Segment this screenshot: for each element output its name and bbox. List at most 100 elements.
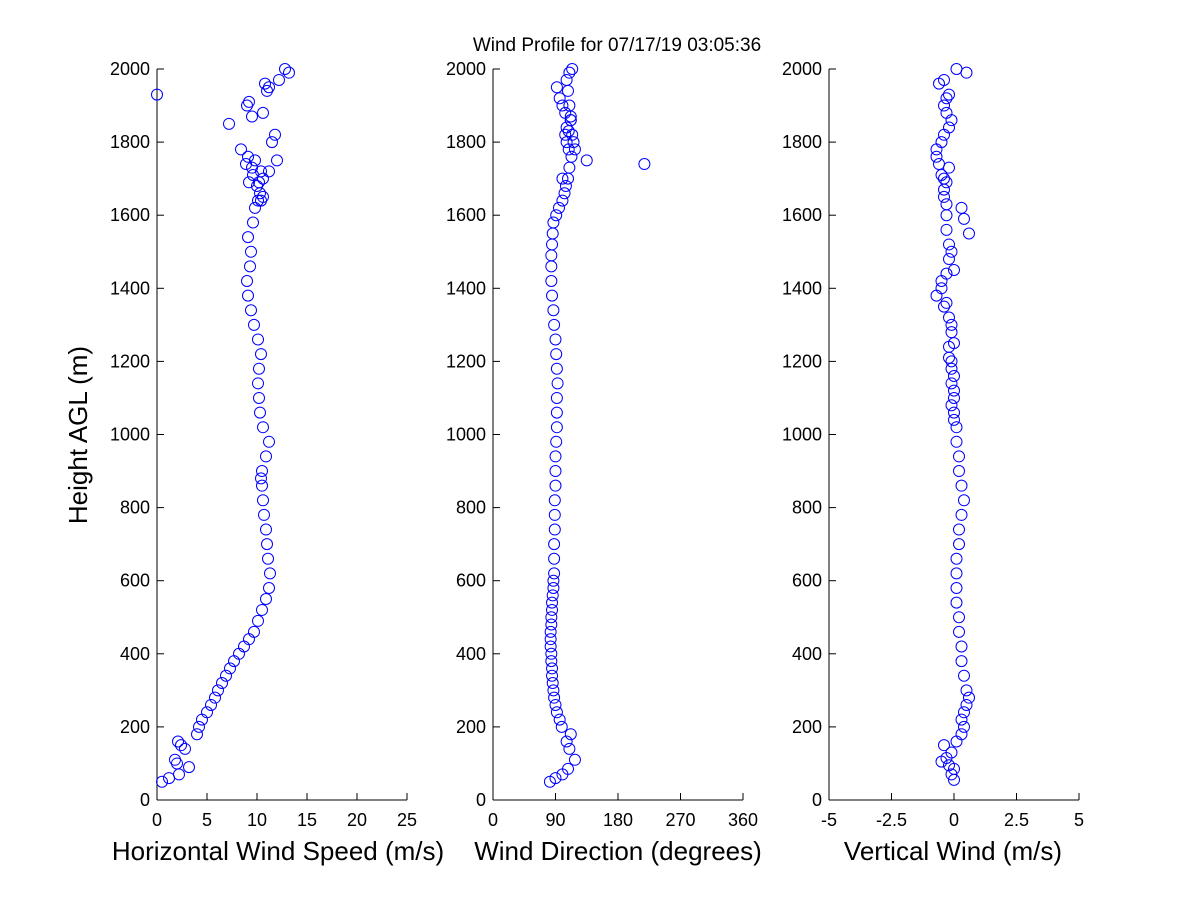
speed-data-point	[264, 567, 276, 580]
vertical-data-point	[948, 264, 960, 277]
vertical-data-point	[940, 223, 953, 236]
speed-data-point	[151, 88, 163, 101]
direction-y-tick-label: 200	[456, 717, 486, 737]
vertical-data-point	[963, 691, 975, 704]
speed-data-point	[245, 245, 257, 258]
direction-data-point	[548, 538, 561, 551]
vertical-data-point	[950, 596, 963, 609]
direction-y-tick-label: 1200	[446, 351, 486, 371]
direction-data-point	[548, 318, 561, 331]
speed-data-point	[263, 81, 275, 94]
direction-data-point	[546, 596, 559, 609]
vertical-data-point	[940, 106, 953, 119]
vertical-data-point	[938, 300, 950, 313]
vertical-data-point	[960, 698, 973, 711]
speed-data-point	[248, 625, 260, 638]
speed-y-tick-label: 1600	[110, 205, 150, 225]
speed-data-point	[193, 720, 205, 733]
vertical-wind-panel: 0 200 400 600 800 1000 1200 1400 1600 1800 2000 -5 -…	[782, 59, 1084, 866]
speed-data-point	[235, 143, 247, 156]
speed-data-point	[256, 465, 268, 478]
direction-data-point	[544, 640, 557, 653]
speed-data-point	[205, 698, 217, 711]
vertical-y-tick-label: 1400	[782, 278, 822, 298]
speed-data-point	[258, 508, 270, 521]
speed-data-point	[209, 691, 221, 704]
speed-data-point	[243, 95, 255, 108]
speed-x-tick-label: 0	[152, 810, 162, 830]
vertical-data-point	[963, 227, 975, 240]
vertical-data-point	[943, 311, 955, 324]
vertical-data-point	[943, 759, 955, 772]
speed-data-point	[262, 552, 274, 565]
vertical-y-tick-label: 0	[812, 790, 822, 810]
direction-data-point	[565, 150, 578, 163]
direction-data-point	[549, 450, 562, 463]
vertical-x-tick-label: 5	[1074, 810, 1084, 830]
vertical-data-point	[953, 450, 965, 463]
speed-data-point	[263, 582, 275, 595]
vertical-data-point	[950, 582, 963, 595]
speed-data-point	[175, 739, 187, 752]
direction-data-point	[552, 201, 565, 214]
vertical-data-point	[940, 296, 953, 309]
wind-direction-panel: 0 200 400 600 800 1000 1200 1400 1600 1800 2000 0 90…	[446, 59, 762, 866]
vertical-data-point	[940, 198, 953, 211]
y-axis-label: Height AGL (m)	[63, 346, 93, 524]
vertical-data-point	[940, 92, 953, 105]
vertical-data-point	[943, 253, 955, 266]
vertical-data-point	[955, 640, 968, 653]
vertical-data-point	[945, 245, 958, 258]
direction-data-point	[567, 136, 580, 149]
vertical-data-point	[955, 201, 968, 214]
speed-y-tick-label: 800	[120, 498, 150, 518]
direction-data-point	[546, 289, 559, 302]
speed-data-point	[247, 168, 259, 181]
direction-data-point	[563, 66, 576, 79]
vertical-y-tick-label: 800	[792, 498, 822, 518]
direction-data-point	[548, 508, 561, 521]
vertical-data-point	[955, 479, 968, 492]
speed-data-point	[183, 761, 195, 774]
direction-data-point	[547, 582, 560, 595]
direction-data-point	[564, 110, 577, 123]
direction-data-point	[544, 633, 557, 646]
speed-y-tick-label: 2000	[110, 59, 150, 79]
speed-data-point	[283, 66, 295, 79]
direction-y-tick-label: 1800	[446, 132, 486, 152]
direction-y-tick-label: 600	[456, 571, 486, 591]
direction-y-tick-label: 1400	[446, 278, 486, 298]
vertical-data-point	[938, 172, 950, 185]
direction-y-tick-label: 0	[476, 790, 486, 810]
speed-data-point	[263, 165, 275, 178]
vertical-data-point	[958, 720, 970, 733]
direction-data-point	[549, 772, 562, 785]
direction-y-tick-label: 1000	[446, 425, 486, 445]
direction-data-point	[550, 81, 563, 94]
vertical-data-point	[943, 238, 955, 251]
speed-data-point	[260, 592, 272, 605]
vertical-data-point	[938, 99, 950, 112]
direction-data-point	[558, 187, 571, 200]
vertical-data-point	[950, 63, 963, 75]
direction-y-tick-label: 1600	[446, 205, 486, 225]
vertical-data-point	[950, 421, 963, 434]
speed-data-point	[269, 128, 281, 141]
speed-data-point	[259, 77, 271, 90]
vertical-data-point	[945, 377, 958, 390]
direction-data-point	[547, 216, 560, 229]
speed-data-point	[179, 742, 191, 755]
speed-data-point	[220, 669, 232, 682]
vertical-x-tick-label: 2.5	[1004, 810, 1029, 830]
vertical-data-point	[948, 413, 960, 426]
direction-data-point	[550, 406, 563, 419]
direction-data-point	[547, 304, 560, 317]
speed-x-tick-label: 20	[347, 810, 367, 830]
speed-data-point	[260, 450, 272, 463]
direction-data-point	[566, 63, 579, 75]
direction-data-point	[555, 720, 568, 733]
speed-data-point	[156, 775, 168, 788]
direction-data-point	[544, 625, 557, 638]
speed-data-point	[279, 63, 291, 75]
direction-data-point	[560, 73, 573, 86]
